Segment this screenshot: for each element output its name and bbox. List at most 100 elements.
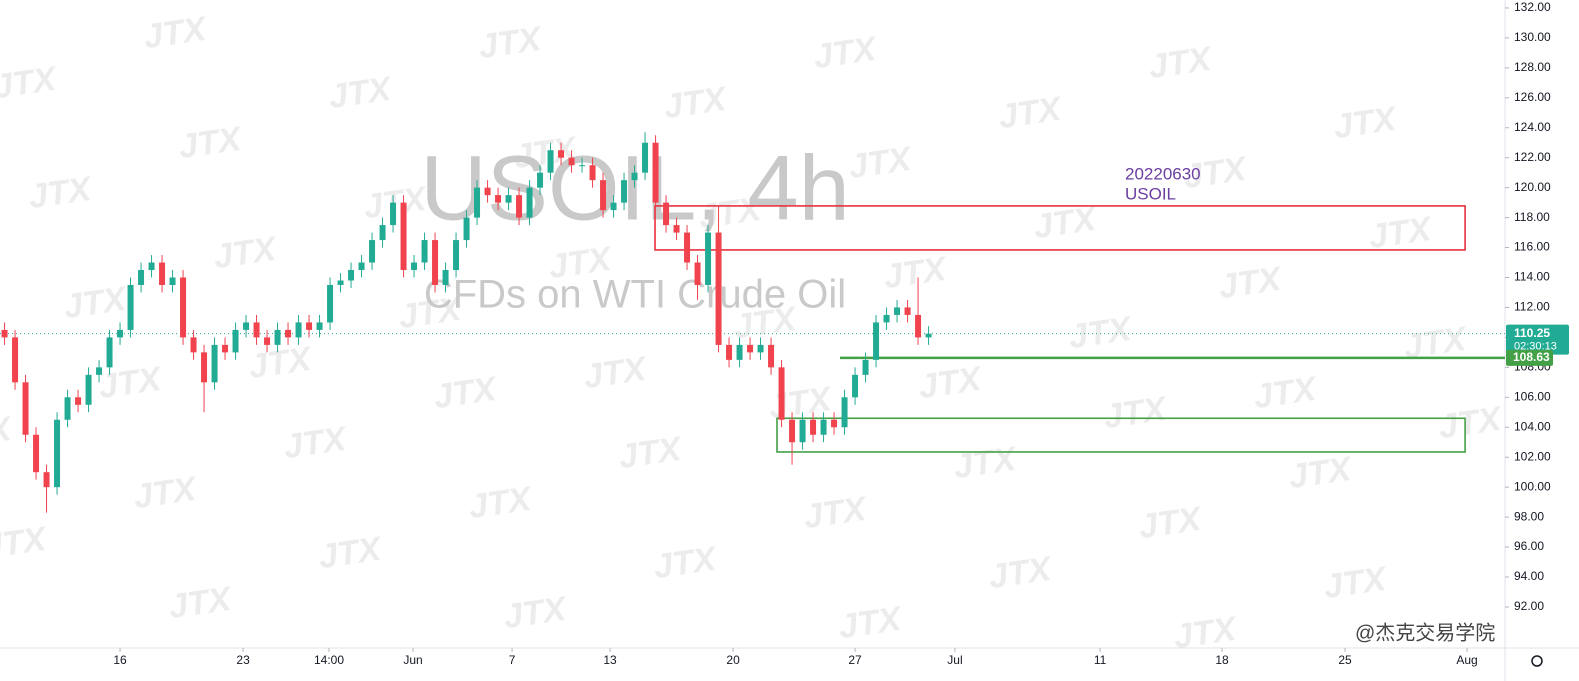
x-tick-label: 16	[113, 653, 127, 667]
watermark: JTX	[1171, 610, 1240, 657]
candle-body	[22, 382, 29, 435]
candle-body	[631, 172, 638, 181]
y-tick-label: 114.00	[1514, 270, 1550, 284]
candle-body	[537, 172, 544, 188]
annotation: 20220630	[1125, 164, 1201, 183]
candle-body	[264, 337, 271, 345]
x-tick-label: 23	[236, 653, 250, 667]
watermark: JTX	[1216, 260, 1285, 307]
watermark: JTX	[881, 250, 950, 297]
candle-body	[169, 277, 176, 285]
candle-body	[348, 270, 355, 281]
candle-body	[421, 240, 428, 263]
x-tick-label: 7	[509, 653, 516, 667]
watermark: JTX	[0, 60, 61, 107]
candle-body	[1, 329, 8, 338]
candle-body	[222, 344, 229, 353]
candle-body	[306, 322, 313, 330]
watermark: JTX	[1031, 200, 1100, 247]
y-tick-label: 116.00	[1514, 240, 1550, 254]
y-tick-label: 130.00	[1514, 30, 1551, 44]
watermark: JTX	[396, 290, 465, 337]
candle-body	[369, 240, 376, 263]
candle-body	[495, 195, 502, 203]
level-tag	[1506, 349, 1553, 366]
watermark: JTX	[476, 20, 545, 67]
candle-body	[180, 277, 187, 338]
candle-body	[253, 322, 260, 338]
watermark: JTX	[986, 550, 1055, 597]
candle-body	[673, 225, 680, 233]
candle-body	[757, 344, 764, 353]
y-tick-label: 122.00	[1514, 150, 1551, 164]
y-tick-label: 118.00	[1514, 210, 1550, 224]
candle-body	[841, 397, 848, 428]
candle-body	[789, 419, 796, 443]
candle-body	[652, 142, 659, 203]
candle-body	[747, 344, 754, 353]
y-tick-label: 132.00	[1514, 0, 1551, 14]
symbol-description: CFDs on WTI Crude Oil	[424, 273, 846, 317]
candle-body	[127, 284, 134, 330]
watermark: JTX	[281, 420, 350, 467]
watermark: JTX	[431, 370, 500, 417]
countdown-label: 02:30:13	[1514, 341, 1557, 353]
candle-body	[883, 314, 890, 323]
x-tick-label: 20	[726, 653, 740, 667]
x-tick-label: 25	[1338, 653, 1352, 667]
y-tick-label: 96.00	[1514, 539, 1544, 553]
candle-body	[925, 333, 932, 338]
watermark: JTX	[131, 470, 200, 517]
y-tick-label: 94.00	[1514, 569, 1544, 583]
candle-body	[915, 314, 922, 338]
watermark: JTX	[26, 170, 95, 217]
watermark: JTX	[731, 300, 800, 347]
watermark: JTX	[846, 140, 915, 187]
candle-body	[852, 374, 859, 398]
x-tick-label: Aug	[1456, 653, 1477, 667]
watermark: JTX	[0, 520, 51, 567]
logo: @杰克交易学院	[1355, 621, 1495, 644]
candle-body	[232, 329, 239, 353]
candle-body	[12, 337, 19, 383]
candle-body	[148, 262, 155, 271]
candle-body	[463, 217, 470, 241]
candle-body	[768, 344, 775, 368]
watermark: JTX	[501, 590, 570, 637]
x-tick-label: 13	[603, 653, 617, 667]
y-tick-label: 102.00	[1514, 449, 1551, 463]
candle-body	[33, 434, 40, 473]
candle-body	[726, 344, 733, 360]
candle-body	[295, 322, 302, 338]
candle-body	[589, 165, 596, 181]
settings-icon[interactable]	[1531, 655, 1543, 667]
x-tick-label: Jun	[403, 653, 422, 667]
candle-body	[778, 367, 785, 420]
candle-body	[211, 344, 218, 383]
candle-body	[736, 344, 743, 360]
watermark: JTX	[1136, 500, 1205, 547]
candle-body	[694, 262, 701, 285]
last-price-tag	[1506, 324, 1569, 355]
y-tick-label: 124.00	[1514, 120, 1551, 134]
candle-body	[274, 329, 281, 345]
x-tick-label: 14:00	[314, 653, 344, 667]
y-tick-label: 112.00	[1514, 300, 1550, 314]
watermark: JTX	[1366, 210, 1435, 257]
candle-body	[138, 270, 145, 285]
candle-body	[715, 232, 722, 345]
zone	[654, 205, 1466, 251]
watermark: JTX	[1146, 40, 1215, 87]
candle-body	[54, 419, 61, 488]
last-price-label: 110.25	[1514, 326, 1550, 340]
candle-body	[117, 329, 124, 338]
candle-body	[558, 150, 565, 158]
candle-body	[642, 142, 649, 173]
watermark: JTX	[211, 230, 280, 277]
watermark: JTX	[1436, 400, 1505, 447]
watermark: JTX	[316, 530, 385, 577]
x-tick-label: 27	[848, 653, 862, 667]
watermark: JTX	[1251, 370, 1320, 417]
watermark: JTX	[1066, 310, 1135, 357]
